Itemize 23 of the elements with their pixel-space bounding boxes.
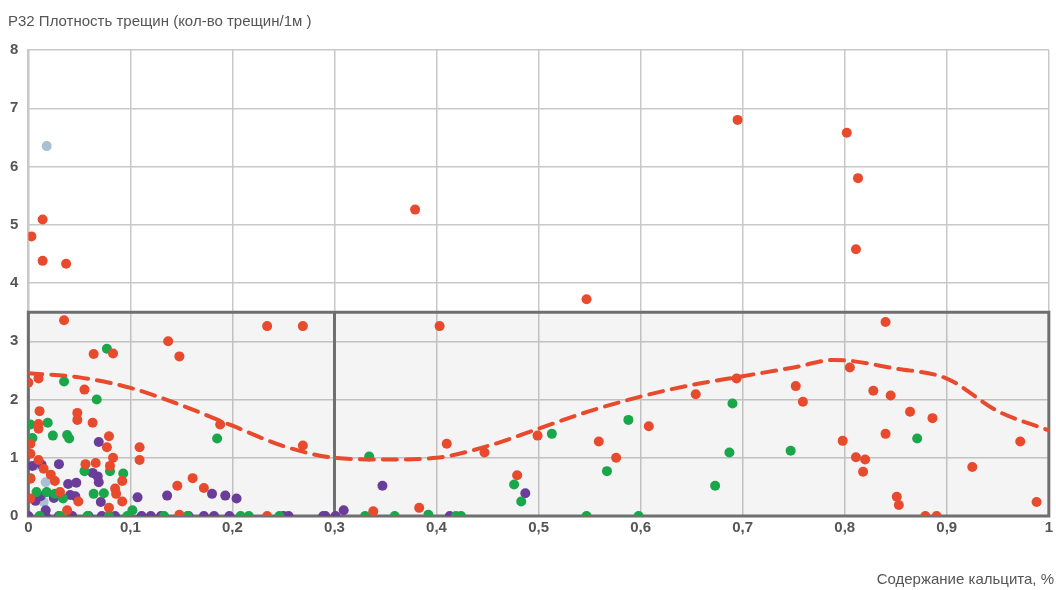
y-tick-label: 6: [10, 156, 19, 174]
x-tick-label: 0,1: [119, 518, 141, 536]
x-tick-label: 0: [24, 518, 33, 536]
x-tick-label: 0,5: [528, 518, 550, 536]
y-tick-label: 8: [10, 40, 19, 58]
y-tick-label: 7: [10, 98, 19, 116]
y-tick-label: 5: [10, 214, 19, 232]
x-tick-label: 0,6: [630, 518, 652, 536]
x-tick-label: 0,2: [222, 518, 243, 536]
x-tick-label: 0,8: [834, 518, 856, 536]
x-axis-title: Содержание кальцита, %: [876, 570, 1054, 587]
x-tick-label: 0,3: [324, 518, 345, 536]
line-series: [28, 357, 1049, 462]
x-tick-label: 0,4: [426, 518, 448, 536]
y-axis-title: P32 Плотность трещин (кол-во трещин/1м ): [8, 12, 312, 29]
y-tick-label: 3: [10, 331, 19, 349]
x-tick-label: 0,9: [936, 518, 958, 536]
x-tick-label: 0,7: [732, 518, 754, 536]
y-tick-label: 0: [10, 506, 19, 524]
y-tick-label: 4: [10, 273, 19, 291]
y-tick-label: 1: [10, 447, 19, 465]
y-tick-label: 2: [10, 389, 19, 407]
x-tick-label: 1: [1044, 518, 1053, 536]
